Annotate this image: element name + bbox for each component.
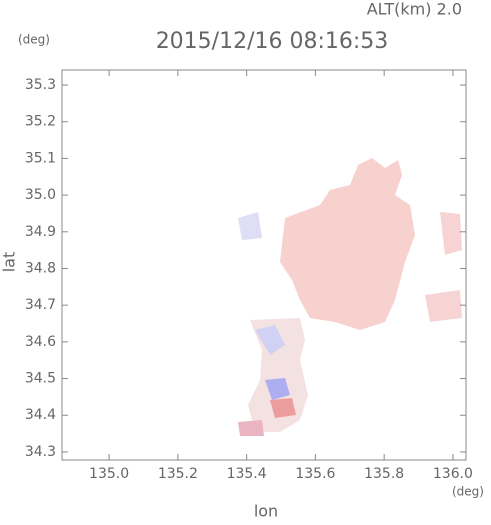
altitude-label: ALT(km) 2.0 xyxy=(367,0,462,19)
y-tick-label: 35.3 xyxy=(25,77,56,93)
y-unit: (deg) xyxy=(18,33,50,47)
echo-area xyxy=(255,325,285,355)
echo-area xyxy=(238,212,262,240)
y-tick-label: 34.5 xyxy=(25,371,56,387)
y-tick-label: 34.9 xyxy=(25,224,56,240)
echo-area xyxy=(280,158,415,330)
y-tick-label: 35.0 xyxy=(25,187,56,203)
y-axis-label: lat xyxy=(0,252,19,273)
x-tick-label: 135.4 xyxy=(227,466,267,482)
radar-echo xyxy=(238,158,462,436)
x-unit: (deg) xyxy=(452,485,484,499)
x-tick-label: 136.0 xyxy=(433,466,473,482)
y-tick-label: 34.6 xyxy=(25,334,56,350)
x-tick-label: 135.6 xyxy=(295,466,335,482)
echo-area xyxy=(265,378,290,400)
x-tick-label: 135.8 xyxy=(364,466,404,482)
echo-area xyxy=(238,420,264,436)
echo-area xyxy=(440,212,462,255)
x-axis-label: lon xyxy=(254,502,278,521)
y-tick-label: 34.8 xyxy=(25,260,56,276)
y-tick-label: 34.4 xyxy=(25,407,56,423)
y-tick-label: 35.1 xyxy=(25,150,56,166)
x-tick-label: 135.2 xyxy=(158,466,198,482)
y-tick-label: 34.3 xyxy=(25,444,56,460)
plot-frame xyxy=(61,69,467,461)
y-tick-label: 34.7 xyxy=(25,297,56,313)
echo-area xyxy=(270,398,296,418)
x-tick-label: 135.0 xyxy=(89,466,129,482)
echo-area xyxy=(425,290,462,322)
y-tick-label: 35.2 xyxy=(25,114,56,130)
chart-title: 2015/12/16 08:16:53 xyxy=(156,29,389,54)
